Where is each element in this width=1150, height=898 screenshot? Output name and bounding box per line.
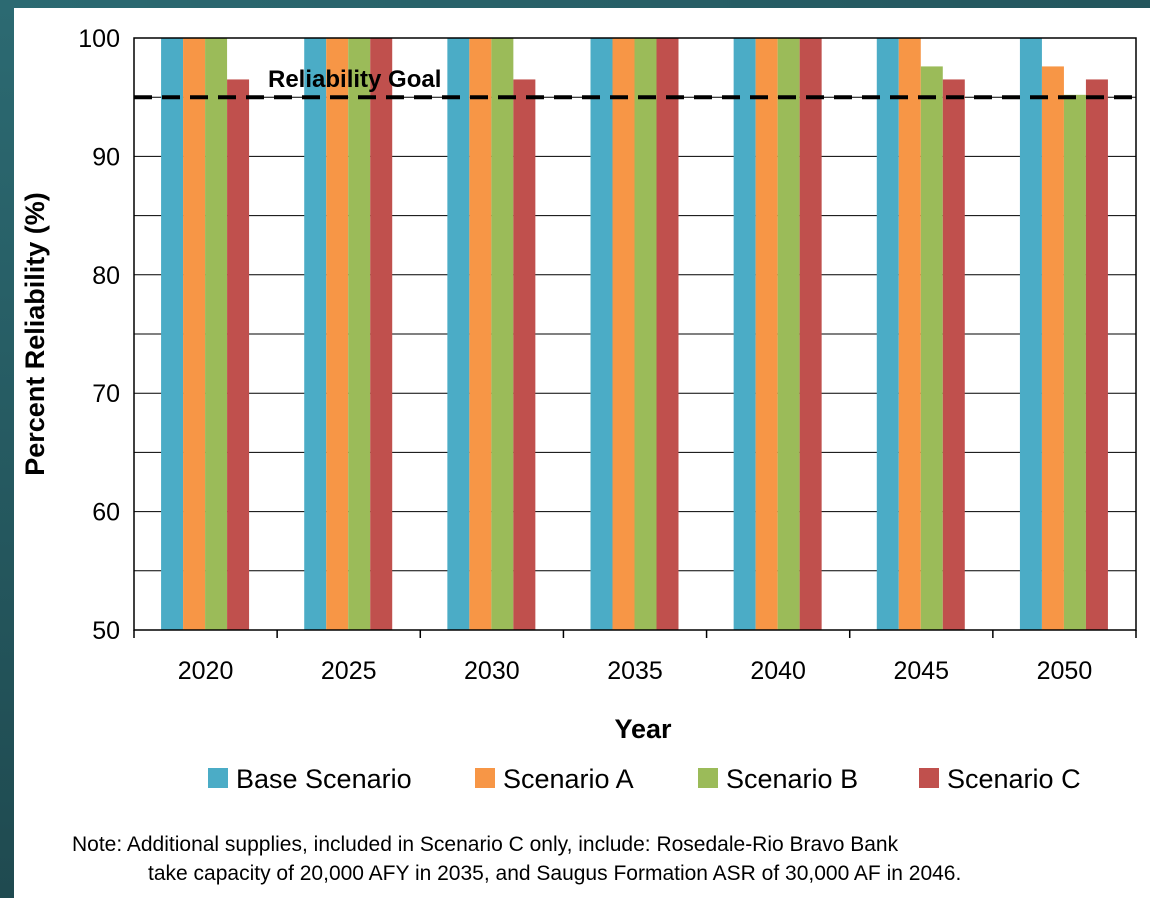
- bar-scenario-b-2045: [920, 66, 943, 630]
- bar-scenario-a-2045: [898, 38, 921, 630]
- bar-scenario-b-2040: [777, 38, 800, 630]
- plot-border: [133, 37, 1137, 631]
- bar-scenario-a-2040: [755, 38, 778, 630]
- y-axis-title: Percent Reliability (%): [20, 192, 50, 476]
- bar-scenario-a-2020: [183, 38, 206, 630]
- legend-label: Scenario A: [503, 764, 634, 794]
- bar-base-scenario-2035: [590, 38, 613, 630]
- bar-base-scenario-2050: [1019, 38, 1042, 630]
- reliability-goal: Reliability Goal: [134, 66, 1136, 100]
- x-tick-label: 2030: [464, 657, 520, 685]
- legend-swatch: [208, 768, 228, 788]
- legend-swatch: [475, 768, 495, 788]
- x-tick-label: 2045: [893, 657, 949, 685]
- bar-scenario-c-2050: [1085, 79, 1108, 630]
- footnote: Note: Additional supplies, included in S…: [72, 830, 1142, 888]
- y-tick-label: 90: [92, 143, 120, 171]
- bar-scenario-b-2025: [348, 38, 371, 630]
- y-tick-label: 50: [92, 617, 120, 645]
- legend-swatch: [919, 768, 939, 788]
- bar-scenario-c-2045: [942, 79, 965, 630]
- bar-scenario-c-2020: [227, 79, 250, 630]
- footnote-line-2: take capacity of 20,000 AFY in 2035, and…: [148, 862, 962, 885]
- y-tick-label: 70: [92, 380, 120, 408]
- legend-label: Base Scenario: [236, 764, 412, 794]
- bar-base-scenario-2045: [876, 38, 899, 630]
- bar-base-scenario-2040: [733, 38, 756, 630]
- bar-scenario-c-2030: [513, 79, 536, 630]
- plot-frame: [133, 37, 1137, 638]
- bar-scenario-b-2050: [1063, 94, 1086, 630]
- reliability-goal-label: Reliability Goal: [268, 66, 441, 93]
- y-tick-label: 100: [78, 25, 120, 53]
- legend-label: Scenario C: [947, 764, 1081, 794]
- legend-label: Scenario B: [726, 764, 858, 794]
- x-axis-title: Year: [614, 714, 672, 744]
- x-tick-label: 2025: [321, 657, 377, 685]
- legend-swatch: [698, 768, 718, 788]
- bar-base-scenario-2030: [447, 38, 470, 630]
- y-tick-label: 60: [92, 499, 120, 527]
- bar-scenario-a-2030: [469, 38, 492, 630]
- x-tick-label: 2040: [750, 657, 806, 685]
- top-accent-bar: [0, 0, 1150, 8]
- bar-base-scenario-2020: [161, 38, 184, 630]
- bar-scenario-c-2025: [370, 38, 393, 630]
- bar-scenario-b-2030: [491, 38, 514, 630]
- footnote-line-1: Note: Additional supplies, included in S…: [72, 833, 899, 856]
- bars: [161, 38, 1108, 630]
- left-accent-bar: [0, 0, 14, 898]
- bar-scenario-a-2025: [326, 38, 349, 630]
- x-tick-label: 2020: [178, 657, 234, 685]
- legend: Base Scenario Scenario A Scenario B Scenari…: [208, 764, 1081, 794]
- x-tick-label: 2050: [1037, 657, 1093, 685]
- x-tick-label: 2035: [607, 657, 663, 685]
- x-axis-ticks: 2020 2025 2030 2035 2040 2045 2050: [178, 657, 1092, 685]
- bar-scenario-c-2040: [799, 38, 822, 630]
- bar-base-scenario-2025: [304, 38, 327, 630]
- y-tick-label: 80: [92, 262, 120, 290]
- bar-scenario-a-2050: [1041, 66, 1064, 630]
- bar-scenario-b-2020: [205, 38, 228, 630]
- y-axis-ticks: 50 60 70 80 90 100: [78, 25, 120, 645]
- bar-scenario-a-2035: [612, 38, 635, 630]
- bar-scenario-b-2035: [634, 38, 657, 630]
- bar-scenario-c-2035: [656, 38, 679, 630]
